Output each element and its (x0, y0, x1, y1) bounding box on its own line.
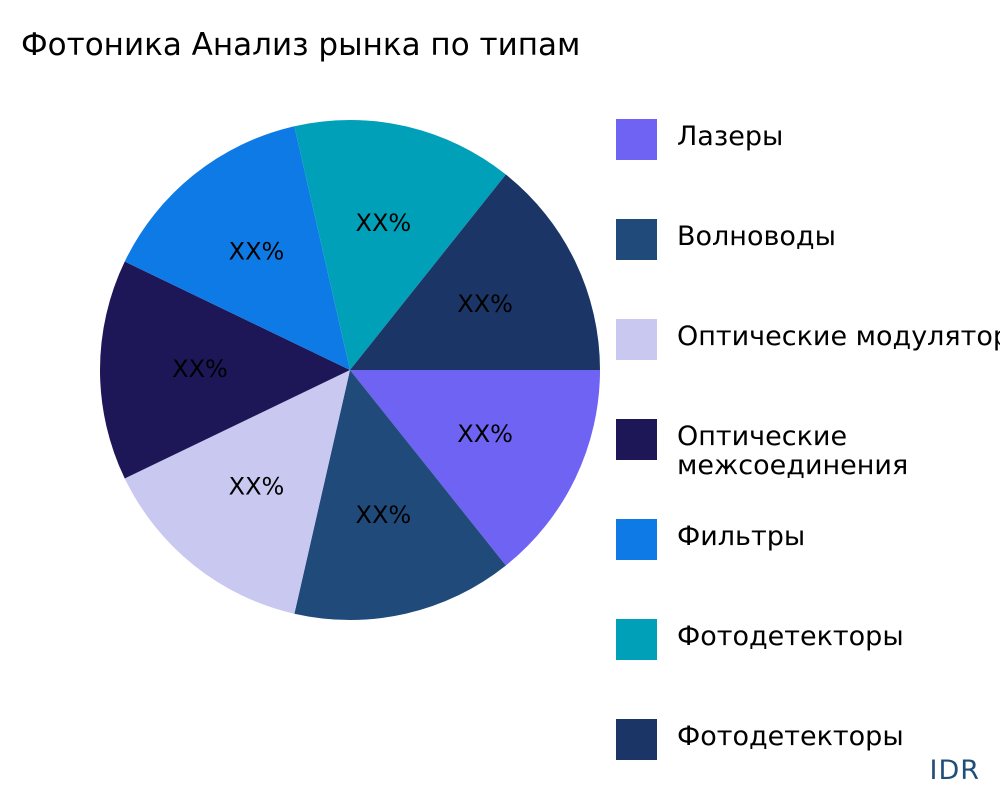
legend-label: Волноводы (677, 221, 836, 252)
pie-slice-4 (124, 126, 350, 370)
slice-label-2: XX% (229, 472, 285, 500)
pie-slice-2 (124, 370, 350, 614)
legend-label: Оптические модуляторы (677, 321, 1000, 352)
legend-label: Фильтры (677, 521, 806, 552)
brand-logo: IDR (929, 755, 980, 786)
legend-label: Фотодетекторы (677, 621, 904, 652)
legend-swatch (616, 519, 657, 560)
pie-slice-3 (99, 261, 350, 479)
legend-swatch (616, 319, 657, 360)
pie-slice-6 (350, 174, 600, 370)
pie-slice-5 (294, 119, 506, 370)
pie-slice-1 (294, 370, 506, 621)
slice-label-5: XX% (356, 209, 412, 237)
chart-title: Фотоника Анализ рынка по типам (21, 27, 581, 63)
legend-swatch (616, 719, 657, 760)
slice-label-6: XX% (457, 290, 513, 318)
legend-label: Лазеры (677, 121, 784, 152)
legend-swatch (616, 119, 657, 160)
slice-label-4: XX% (229, 238, 285, 266)
legend-swatch (616, 619, 657, 660)
slice-label-0: XX% (457, 420, 513, 448)
legend-label: Оптические межсоединения (677, 421, 909, 481)
legend: Лазеры Волноводы Оптические модуляторы Опти… (616, 119, 1000, 799)
legend-label: Фотодетекторы (677, 721, 904, 752)
legend-swatch (616, 219, 657, 260)
slice-label-1: XX% (356, 501, 412, 529)
pie-slice-0 (350, 370, 600, 566)
legend-swatch (616, 419, 657, 460)
slice-label-3: XX% (172, 355, 228, 383)
